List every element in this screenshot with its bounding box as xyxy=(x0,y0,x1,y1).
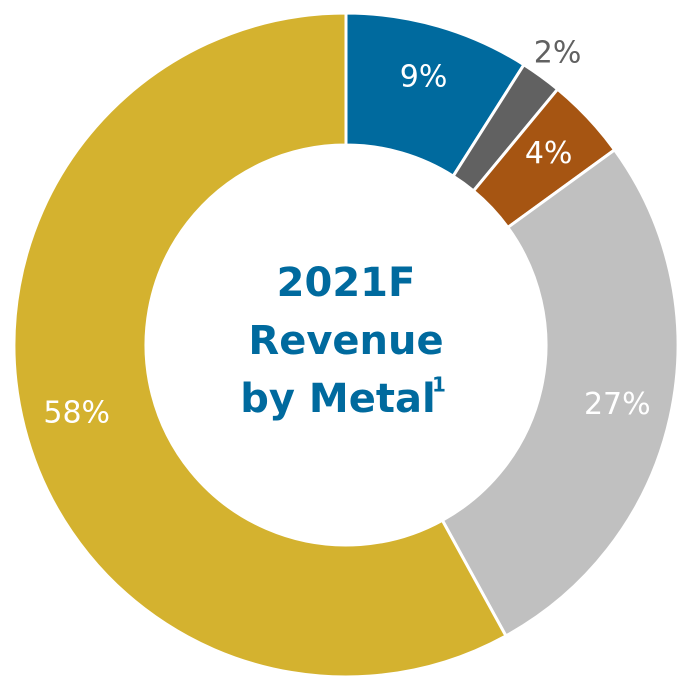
data-label: 9% xyxy=(400,60,448,95)
donut-slice xyxy=(440,147,680,638)
chart-title-line: Revenue xyxy=(248,318,443,364)
data-label: 58% xyxy=(43,396,110,431)
chart-title-line: by Metal xyxy=(240,376,435,422)
data-label: 2% xyxy=(534,35,582,70)
data-label: 4% xyxy=(525,136,573,171)
title-footnote: 1 xyxy=(432,373,446,397)
chart-title-line: 2021F xyxy=(277,260,416,306)
data-label: 27% xyxy=(584,387,651,422)
donut-slice xyxy=(12,11,508,677)
